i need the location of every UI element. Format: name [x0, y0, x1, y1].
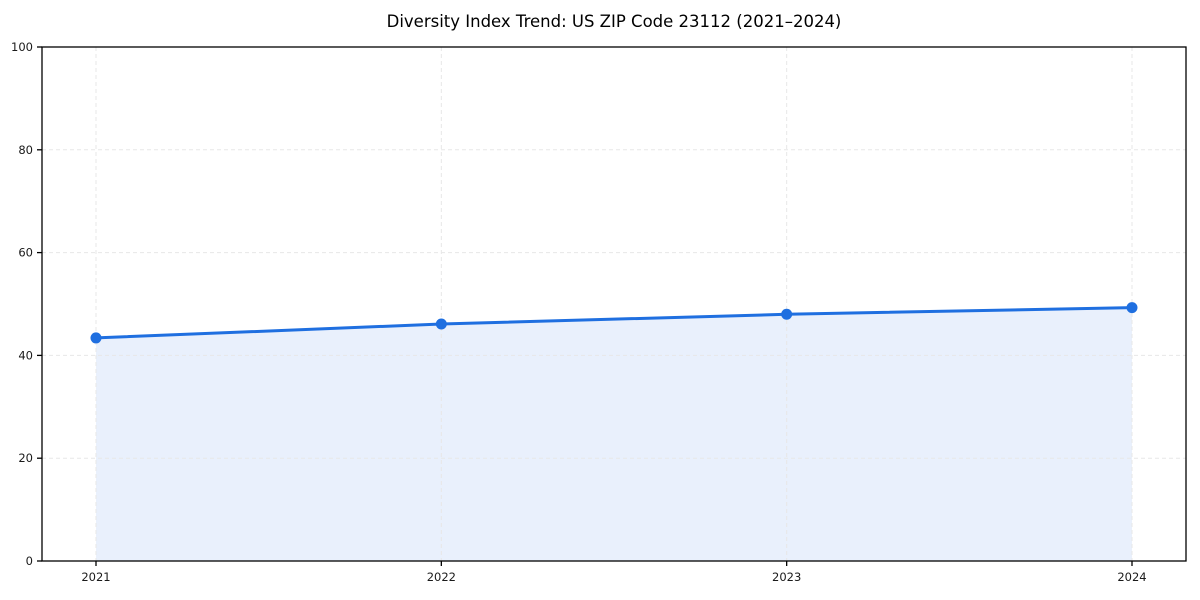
plot-border	[41, 46, 1187, 562]
data-point-2024	[1126, 302, 1138, 314]
trend-line	[94, 306, 1134, 340]
x-tick-label-2024: 2024	[1117, 570, 1146, 584]
chart-title: Diversity Index Trend: US ZIP Code 23112…	[386, 12, 842, 31]
area-fill	[96, 307, 1132, 561]
y-tick-label-80: 80	[18, 143, 33, 157]
y-tick-label-100: 100	[11, 40, 33, 54]
y-tick-label-60: 60	[18, 246, 33, 260]
data-point-2022	[435, 318, 447, 330]
y-tick-label-20: 20	[18, 451, 33, 465]
data-point-2023	[781, 308, 793, 320]
x-tick-label-2023: 2023	[772, 570, 801, 584]
y-tick-label-40: 40	[18, 348, 33, 362]
x-tick-label-2022: 2022	[427, 570, 456, 584]
y-tick-label-0: 0	[26, 554, 33, 568]
x-tick-label-2021: 2021	[81, 570, 110, 584]
gridlines	[42, 47, 1186, 561]
tick-marks	[37, 46, 1133, 566]
data-point-2021	[90, 332, 102, 344]
